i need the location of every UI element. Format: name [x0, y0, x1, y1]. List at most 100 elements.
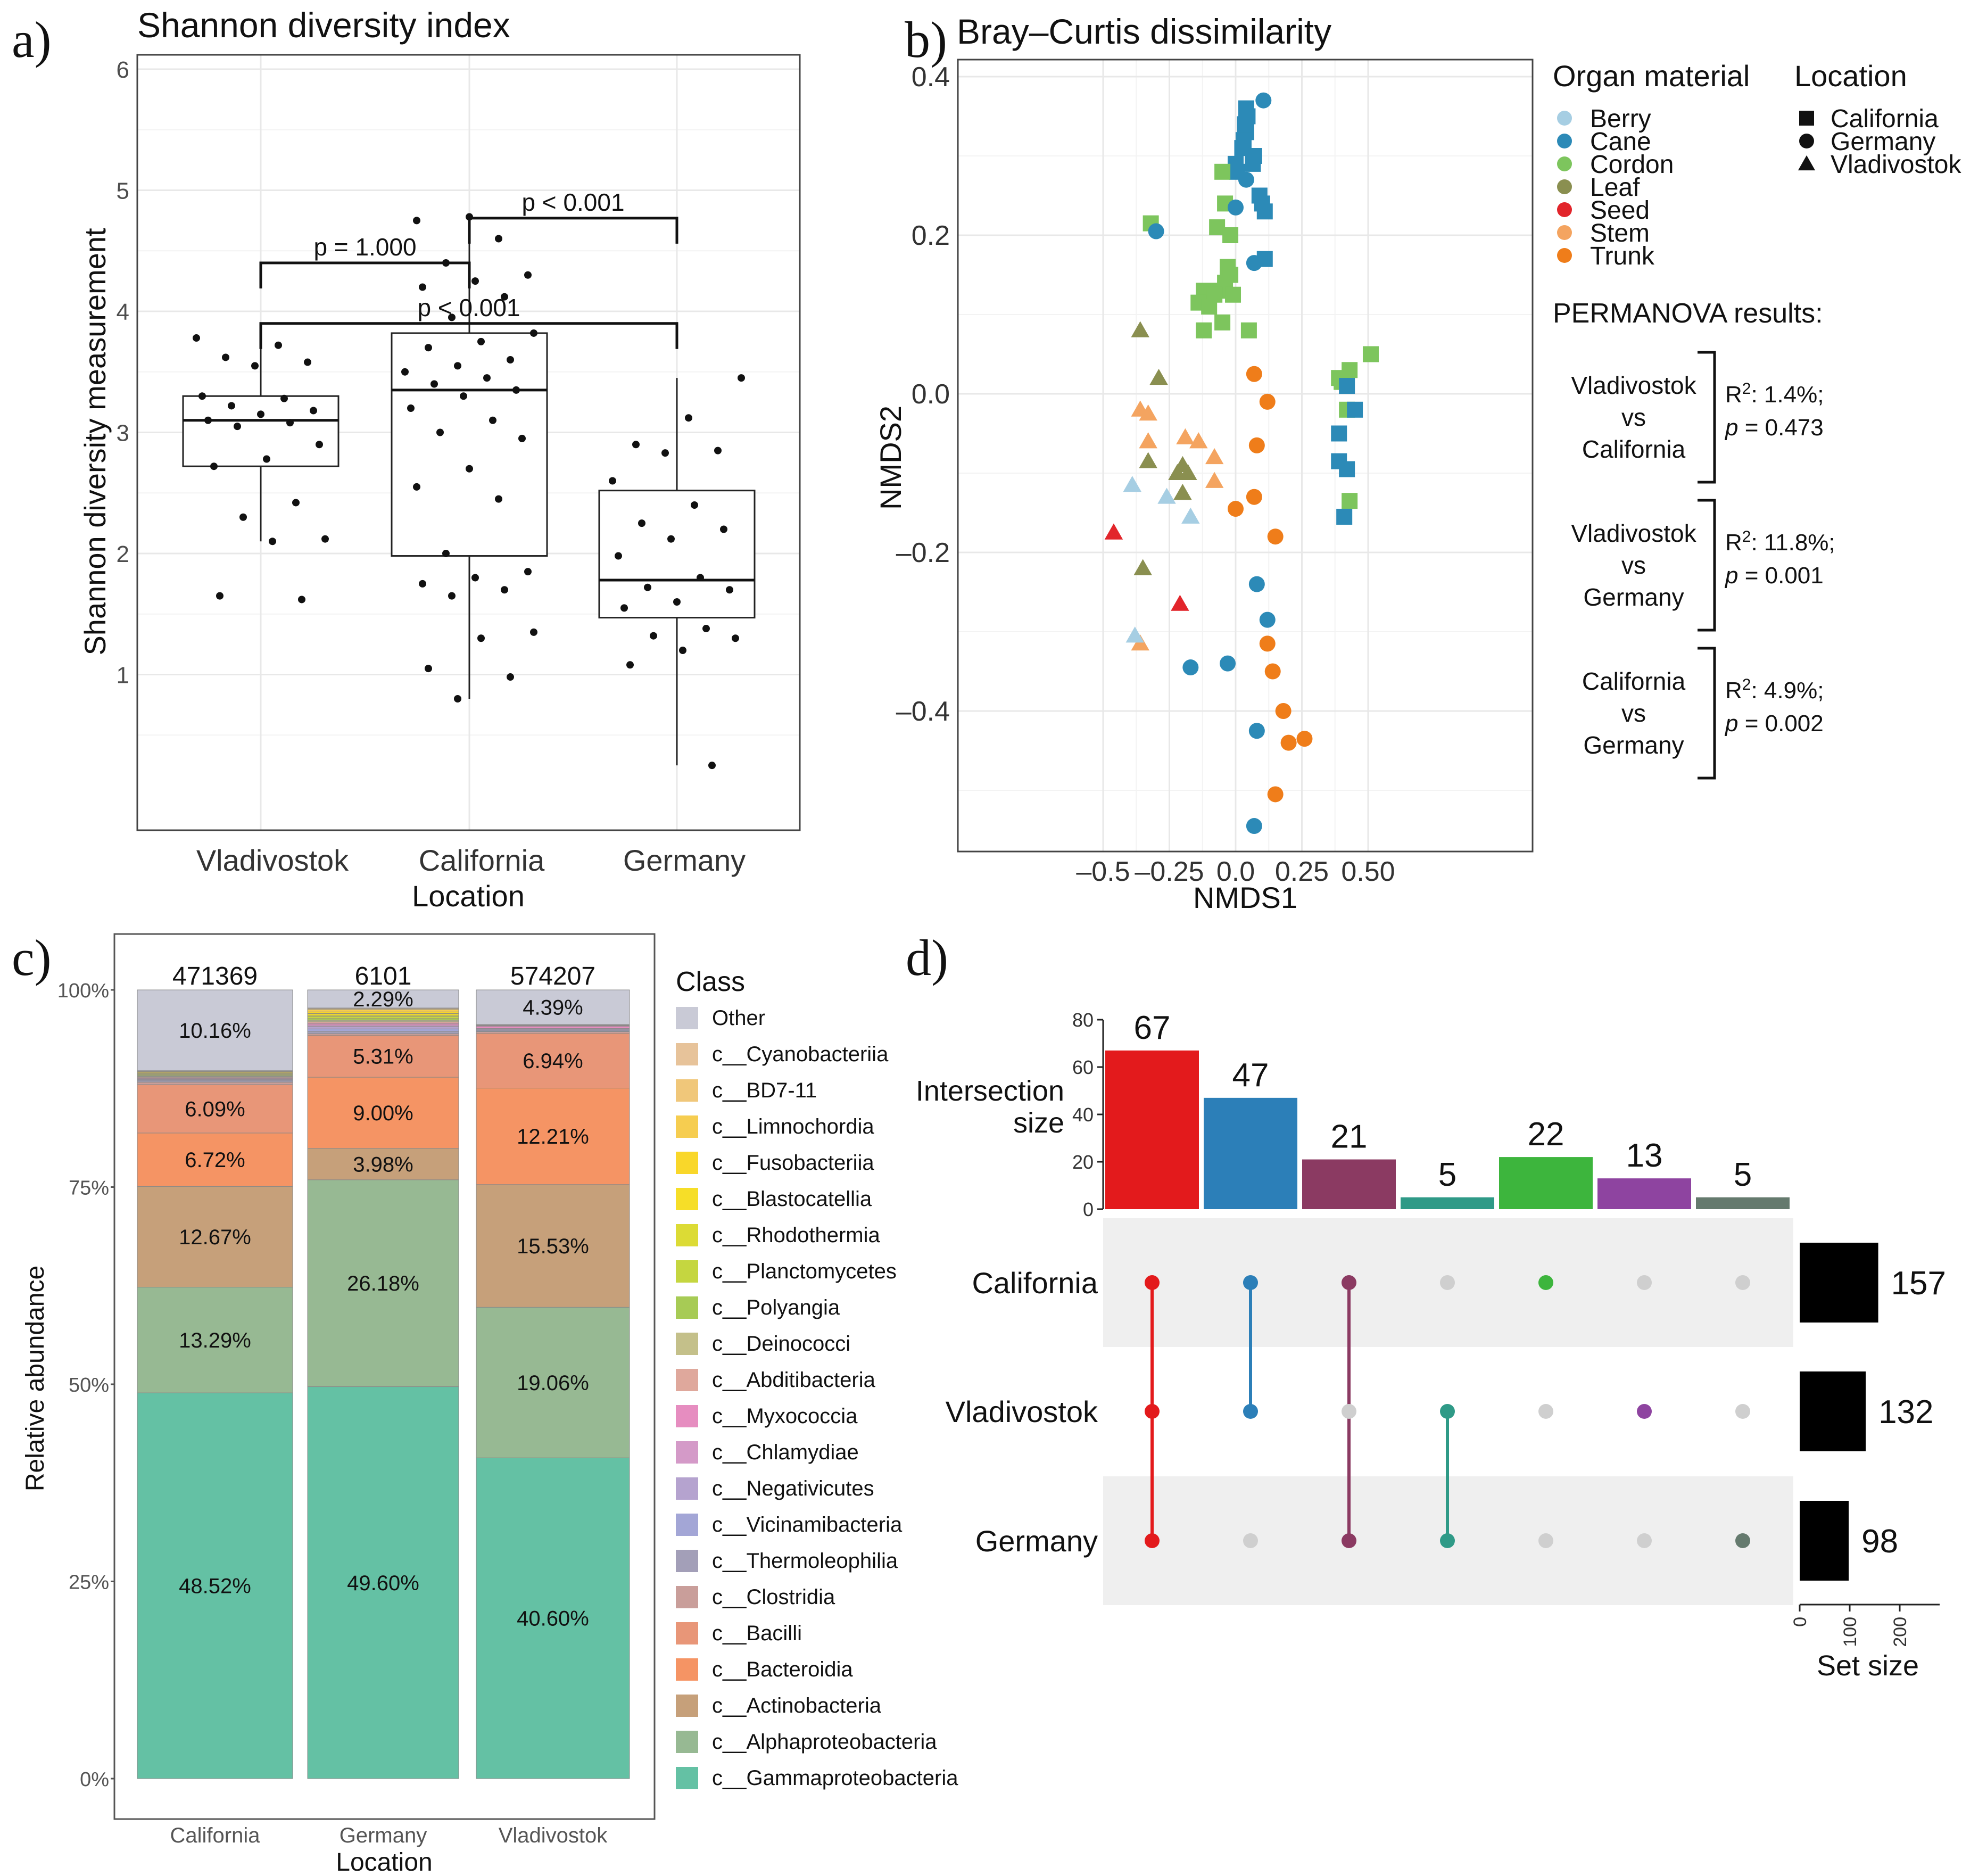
stack-segment — [137, 1081, 293, 1085]
matrix-dot-active — [1440, 1404, 1455, 1419]
matrix-dot-active — [1243, 1275, 1258, 1290]
data-point — [263, 455, 270, 463]
set-size-title: Set size — [1817, 1650, 1919, 1682]
y-tick-label: 5 — [117, 178, 129, 204]
intersection-bar — [1597, 1178, 1691, 1209]
y-axis-title-line: size — [1013, 1107, 1064, 1139]
scatter-point — [1296, 731, 1313, 747]
data-point — [466, 465, 473, 473]
legend-label-class: c__Vicinamibacteria — [712, 1513, 903, 1536]
y-axis-title: Relative abundance — [21, 1266, 49, 1491]
permanova-r2-value: : 4.9%; — [1751, 677, 1824, 704]
scatter-point — [1246, 366, 1262, 382]
legend-swatch-class — [676, 1477, 698, 1500]
data-point — [661, 449, 669, 457]
stack-segment — [476, 1184, 630, 1308]
permanova-p-symbol: p — [1724, 710, 1738, 737]
matrix-dot-inactive — [1637, 1533, 1652, 1548]
permanova-r2: R2: 11.8%; — [1725, 528, 1835, 556]
intersection-bar — [1401, 1197, 1494, 1209]
legend-swatch-class — [676, 1224, 698, 1246]
y-tick-label: 20 — [1072, 1151, 1094, 1173]
data-point — [495, 235, 502, 243]
plot-frame-b — [957, 59, 1534, 853]
segment-label: 26.18% — [347, 1272, 419, 1295]
scatter-point — [1205, 448, 1224, 465]
legend-swatch-organ — [1557, 156, 1572, 171]
legend-label-class: c__Actinobacteria — [712, 1694, 882, 1717]
data-point — [609, 477, 616, 485]
scatter-point — [1248, 723, 1265, 739]
permanova-r2-value: : 11.8%; — [1751, 530, 1835, 556]
data-point — [275, 341, 282, 349]
data-point — [530, 628, 537, 636]
data-point — [298, 596, 305, 604]
scatter-point — [1347, 401, 1363, 418]
legend-swatch-location — [1798, 155, 1816, 171]
data-point — [691, 501, 698, 509]
y-tick-label: 80 — [1072, 1009, 1094, 1031]
legend-swatch-organ — [1557, 134, 1572, 148]
matrix-dot-active — [1243, 1404, 1258, 1419]
legend-label-organ: Leaf — [1590, 173, 1640, 202]
data-point — [679, 647, 686, 654]
scatter-point — [1125, 626, 1145, 643]
legend-label-class: c__Alphaproteobacteria — [712, 1730, 937, 1754]
legend-swatch-class — [676, 1333, 698, 1355]
data-point — [286, 419, 294, 427]
data-point — [222, 353, 229, 361]
legend-swatch-class — [676, 1586, 698, 1608]
legend-title-location: Location — [1794, 59, 1907, 93]
data-point — [524, 568, 532, 576]
scatter-point — [1131, 321, 1149, 337]
x-tick-label: California — [419, 844, 545, 877]
legend-label-class: c__Deinococci — [712, 1332, 850, 1356]
matrix-dot-active — [1735, 1533, 1750, 1548]
legend-swatch-organ — [1557, 225, 1572, 240]
data-point — [292, 499, 300, 507]
data-point — [413, 217, 420, 225]
legend-swatch-class — [676, 1007, 698, 1029]
legend-label-organ: Trunk — [1590, 242, 1655, 270]
segment-label: 6.72% — [185, 1148, 245, 1172]
stack-segment — [137, 1133, 293, 1187]
scatter-point — [1133, 559, 1152, 575]
legend-swatch-class — [676, 1260, 698, 1283]
matrix-dot-inactive — [1538, 1404, 1553, 1419]
set-size-label: 98 — [1861, 1523, 1898, 1560]
scatter-point — [1259, 611, 1276, 628]
permanova-p-symbol: p — [1724, 563, 1738, 589]
x-tick-label: 0.0 — [1216, 856, 1255, 887]
intersection-bar — [1302, 1159, 1396, 1209]
legend-label-class: c__Myxococcia — [712, 1404, 858, 1428]
x-tick-label: California — [170, 1824, 261, 1847]
stack-segment — [137, 1186, 293, 1288]
legend-swatch-class — [676, 1441, 698, 1464]
set-name-label: Vladivostok — [946, 1395, 1098, 1428]
scatter-point — [1201, 299, 1218, 315]
y-tick-label: 75% — [69, 1177, 109, 1200]
y-tick-label: 25% — [69, 1572, 109, 1594]
permanova-group-b: Germany — [1583, 731, 1684, 759]
permanova-r2-sup: 2 — [1742, 528, 1751, 546]
scatter-point — [1336, 508, 1353, 525]
legend-swatch-class — [676, 1188, 698, 1210]
panel-label-a: a) — [12, 11, 52, 68]
matrix-dot-inactive — [1538, 1533, 1553, 1548]
legend-label-organ: Cordon — [1590, 151, 1674, 179]
scatter-point — [1259, 635, 1276, 652]
scatter-point — [1331, 425, 1347, 442]
permanova-bracket — [1698, 351, 1716, 484]
permanova-group-a: California — [1582, 667, 1686, 695]
data-point — [708, 762, 716, 770]
scatter-point — [1339, 378, 1355, 394]
segment-label: 15.53% — [517, 1235, 589, 1258]
legend-label-location: California — [1831, 105, 1939, 133]
legend-swatch-location — [1799, 134, 1814, 148]
scatter-point — [1339, 461, 1355, 477]
stack-segment — [476, 1307, 630, 1458]
significance-bracket — [468, 217, 678, 244]
set-size-label: 157 — [1891, 1265, 1946, 1302]
